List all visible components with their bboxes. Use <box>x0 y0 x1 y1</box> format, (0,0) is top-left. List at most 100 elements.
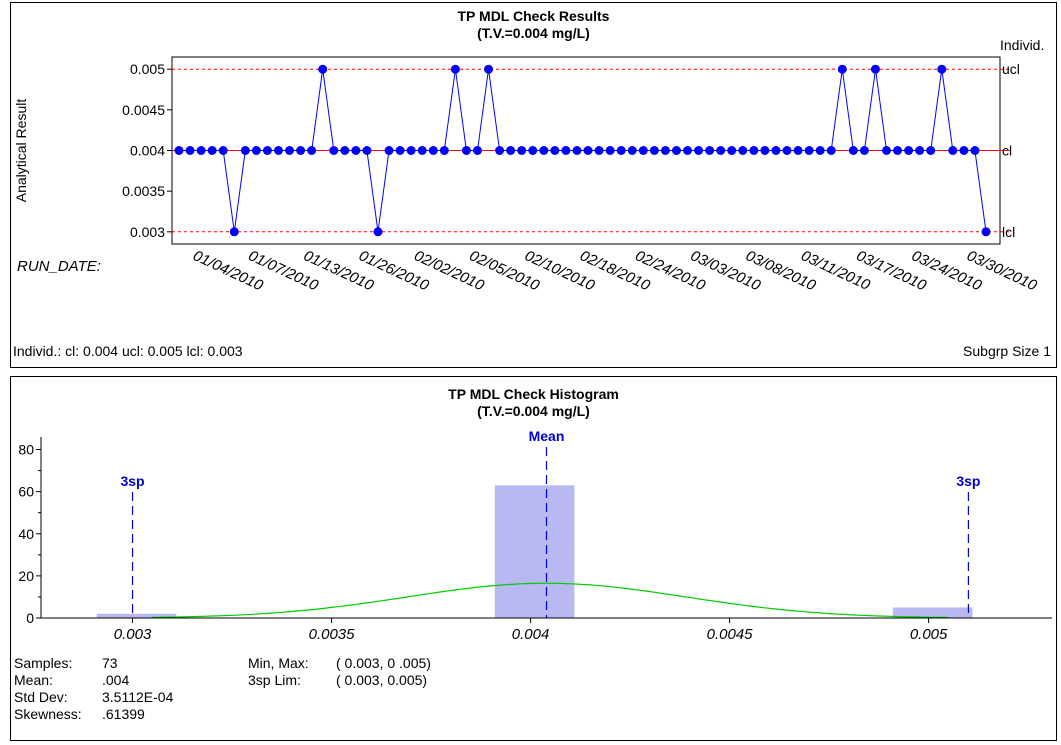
data-point <box>318 65 327 74</box>
data-point <box>639 146 648 155</box>
stat-std-dev: Std Dev: 3.5112E-04 <box>14 689 173 706</box>
data-point <box>462 146 471 155</box>
control-limits-summary: Individ.: cl: 0.004 ucl: 0.005 lcl: 0.00… <box>13 343 243 359</box>
data-point <box>263 146 272 155</box>
data-point <box>561 146 570 155</box>
data-point <box>175 146 184 155</box>
control-chart: 0.003 0.0035 0.004 0.0045 0.005 Analytical Re… <box>11 3 1056 367</box>
y-tick-label: 0.004 <box>130 143 165 159</box>
x-tick-label: 0.004 <box>512 626 550 643</box>
data-point <box>407 146 416 155</box>
stat-min-max: Min, Max:( 0.003, 0 .005) <box>248 655 431 672</box>
data-point <box>838 65 847 74</box>
data-point <box>893 146 902 155</box>
data-point <box>716 146 725 155</box>
stat-samples: Samples: 73 <box>14 655 173 672</box>
data-point <box>329 146 338 155</box>
data-point <box>915 146 924 155</box>
data-point <box>197 146 206 155</box>
data-point <box>362 146 371 155</box>
data-point <box>517 146 526 155</box>
data-point <box>882 146 891 155</box>
data-point <box>705 146 714 155</box>
data-point <box>473 146 482 155</box>
data-point <box>650 146 659 155</box>
y-axis-label: Analytical Result <box>13 99 29 203</box>
data-point <box>219 146 228 155</box>
data-point <box>539 146 548 155</box>
data-point <box>351 146 360 155</box>
histogram-panel: TP MDL Check Histogram (T.V.=0.004 mg/L)… <box>10 376 1057 741</box>
y-tick-label: 0.005 <box>130 61 165 77</box>
data-point <box>783 146 792 155</box>
data-point <box>738 146 747 155</box>
x-tick-label: 0.0035 <box>309 626 356 643</box>
histogram-bar <box>495 485 575 618</box>
data-point <box>606 146 615 155</box>
data-point <box>937 65 946 74</box>
data-point <box>252 146 261 155</box>
marker-label: 3sp <box>956 473 980 489</box>
data-point <box>230 227 239 236</box>
data-point <box>617 146 626 155</box>
data-point <box>760 146 769 155</box>
data-point <box>186 146 195 155</box>
limit-label-lcl: lcl <box>1002 224 1015 240</box>
data-point <box>307 146 316 155</box>
y-tick-label: 0 <box>26 610 34 626</box>
data-point <box>285 146 294 155</box>
stat-3sp-limits: 3sp Lim:( 0.003, 0.005) <box>248 672 431 689</box>
data-point <box>816 146 825 155</box>
run-date-label: RUN_DATE: <box>17 258 101 275</box>
data-point <box>959 146 968 155</box>
y-tick-label: 60 <box>18 484 34 500</box>
stat-skewness: Skewness: .61399 <box>14 706 173 723</box>
data-point <box>385 146 394 155</box>
data-point <box>418 146 427 155</box>
data-point <box>805 146 814 155</box>
data-point <box>208 146 217 155</box>
limit-label-ucl: ucl <box>1002 61 1020 77</box>
y-tick-label: 0.0035 <box>122 183 165 199</box>
data-point <box>584 146 593 155</box>
data-point <box>296 146 305 155</box>
data-point <box>771 146 780 155</box>
marker-label: Mean <box>529 428 565 444</box>
data-point <box>683 146 692 155</box>
y-tick-label: 80 <box>18 442 34 458</box>
y-tick-label: 20 <box>18 568 34 584</box>
limit-label-cl: cl <box>1002 143 1012 159</box>
data-point <box>794 146 803 155</box>
data-point <box>970 146 979 155</box>
data-point <box>241 146 250 155</box>
data-point <box>429 146 438 155</box>
data-point <box>904 146 913 155</box>
data-point <box>727 146 736 155</box>
chart-type-label: Individ. <box>1000 37 1044 53</box>
data-point <box>982 227 991 236</box>
control-chart-panel: TP MDL Check Results (T.V.=0.004 mg/L) 0… <box>10 2 1057 368</box>
data-point <box>274 146 283 155</box>
data-point <box>948 146 957 155</box>
data-point <box>871 65 880 74</box>
data-point <box>373 227 382 236</box>
y-tick-label: 40 <box>18 526 34 542</box>
data-point <box>694 146 703 155</box>
data-point <box>495 146 504 155</box>
data-point <box>396 146 405 155</box>
data-point <box>451 65 460 74</box>
data-point <box>749 146 758 155</box>
data-point <box>628 146 637 155</box>
stat-mean: Mean: .004 <box>14 672 173 689</box>
x-tick-label: 0.003 <box>114 626 152 643</box>
y-tick-label: 0.0045 <box>122 102 165 118</box>
data-point <box>595 146 604 155</box>
data-point <box>340 146 349 155</box>
y-tick-label: 0.003 <box>130 224 165 240</box>
data-point <box>672 146 681 155</box>
data-point <box>849 146 858 155</box>
data-point <box>860 146 869 155</box>
data-point <box>440 146 449 155</box>
data-point <box>572 146 581 155</box>
data-point <box>484 65 493 74</box>
